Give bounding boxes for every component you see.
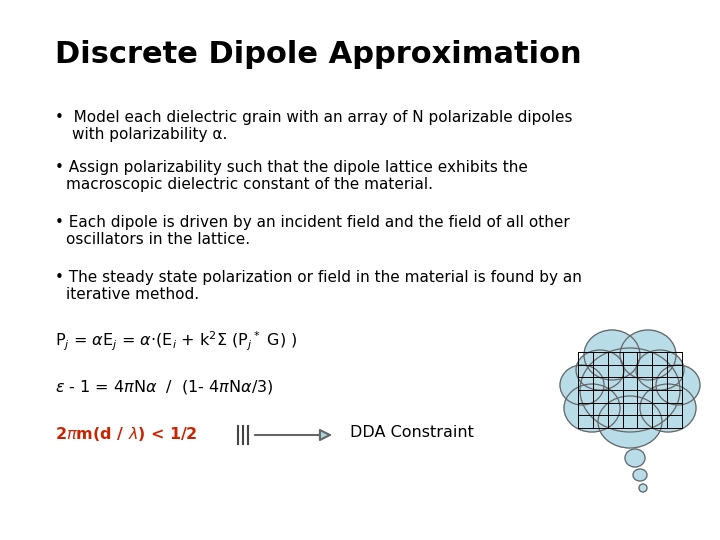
Ellipse shape bbox=[620, 330, 676, 380]
Text: $\varepsilon$ - 1 = 4$\pi$N$\alpha$  /  (1- 4$\pi$N$\alpha$/3): $\varepsilon$ - 1 = 4$\pi$N$\alpha$ / (1… bbox=[55, 378, 274, 396]
FancyArrowPatch shape bbox=[255, 430, 330, 440]
Ellipse shape bbox=[576, 350, 624, 390]
Text: • Assign polarizability such that the dipole lattice exhibits the: • Assign polarizability such that the di… bbox=[55, 160, 528, 175]
Ellipse shape bbox=[598, 396, 662, 448]
Ellipse shape bbox=[639, 484, 647, 492]
Ellipse shape bbox=[625, 449, 645, 467]
Ellipse shape bbox=[633, 469, 647, 481]
Text: P$_j$ = $\alpha$E$_j$ = $\alpha$$\cdot$(E$_i$ + k$^2$$\Sigma$ (P$_j$$^*$ G) ): P$_j$ = $\alpha$E$_j$ = $\alpha$$\cdot$(… bbox=[55, 330, 297, 353]
Ellipse shape bbox=[584, 330, 640, 380]
Ellipse shape bbox=[580, 348, 680, 432]
Ellipse shape bbox=[636, 350, 684, 390]
Ellipse shape bbox=[640, 384, 696, 432]
Text: 2$\pi$m(d / $\lambda$) < 1/2: 2$\pi$m(d / $\lambda$) < 1/2 bbox=[55, 425, 197, 443]
Ellipse shape bbox=[564, 384, 620, 432]
Ellipse shape bbox=[560, 365, 604, 405]
Text: oscillators in the lattice.: oscillators in the lattice. bbox=[66, 232, 250, 247]
Text: with polarizability α.: with polarizability α. bbox=[72, 127, 228, 142]
Ellipse shape bbox=[656, 365, 700, 405]
Text: iterative method.: iterative method. bbox=[66, 287, 199, 302]
Text: macroscopic dielectric constant of the material.: macroscopic dielectric constant of the m… bbox=[66, 177, 433, 192]
Text: • Each dipole is driven by an incident field and the field of all other: • Each dipole is driven by an incident f… bbox=[55, 215, 570, 230]
Text: • The steady state polarization or field in the material is found by an: • The steady state polarization or field… bbox=[55, 270, 582, 285]
Text: Discrete Dipole Approximation: Discrete Dipole Approximation bbox=[55, 40, 582, 69]
Text: DDA Constraint: DDA Constraint bbox=[350, 425, 474, 440]
Text: •  Model each dielectric grain with an array of N polarizable dipoles: • Model each dielectric grain with an ar… bbox=[55, 110, 572, 125]
